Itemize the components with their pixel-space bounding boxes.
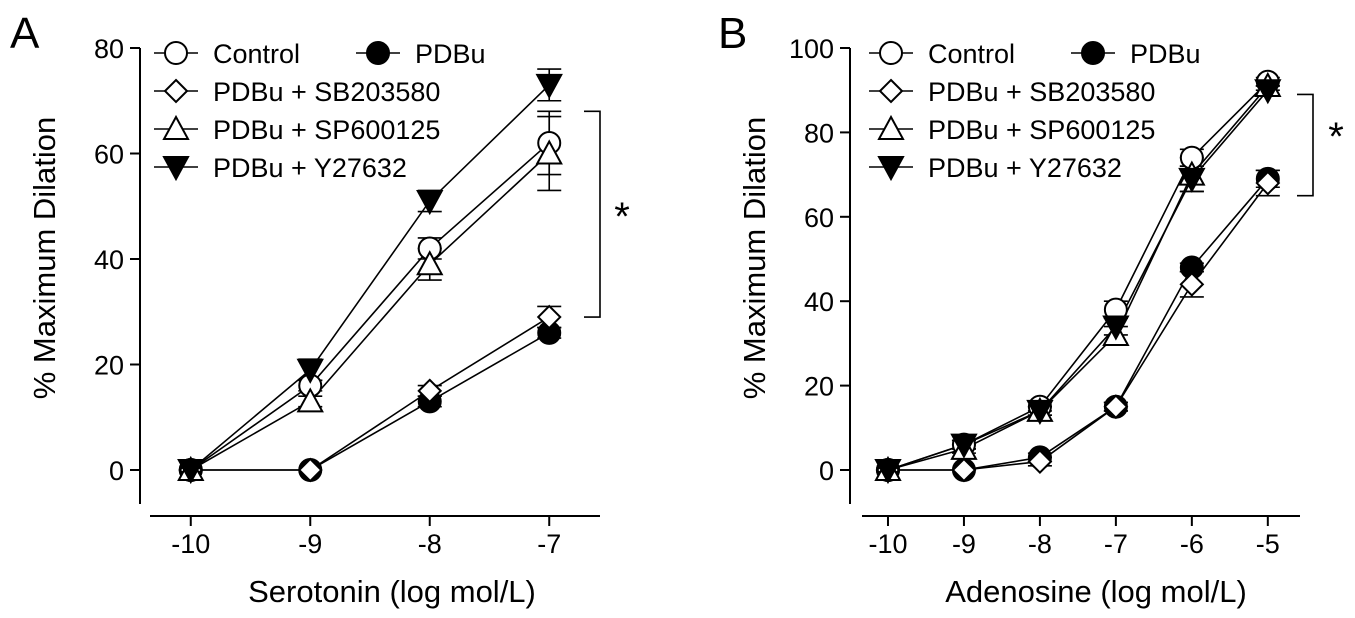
legend-label: Control [213,39,300,69]
x-tick-label: -8 [418,529,442,559]
data-point [1026,399,1054,426]
legend-marker [879,41,903,65]
y-tick-label: 0 [109,456,124,486]
legend-label: PDBu + SB203580 [213,77,440,107]
significance-star: * [614,195,630,239]
series-line [887,178,1269,471]
data-point [535,73,563,100]
legend-marker [877,156,905,182]
data-point [297,457,323,483]
data-point [1103,394,1129,420]
data-point [535,139,563,165]
legend-label: PDBu [415,39,486,69]
legend-marker [877,114,905,140]
legend-marker [162,114,190,140]
series-line [190,84,550,471]
data-point [951,457,977,483]
y-tick-label: 40 [94,245,124,275]
legend-marker [164,41,188,65]
x-tick-label: -7 [537,529,561,559]
y-tick-label: 60 [94,140,124,170]
legend-label: PDBu + Y27632 [213,153,407,183]
legend-label: PDBu [1130,39,1201,69]
x-axis-label: Adenosine (log mol/L) [945,574,1247,609]
x-tick-label: -10 [171,529,210,559]
x-tick-label: -5 [1256,529,1280,559]
significance-bracket [1297,93,1314,197]
data-point [1179,271,1205,297]
significance-bracket [584,110,601,318]
legend-label: PDBu + SB203580 [928,77,1155,107]
panel-letter: B [718,9,747,58]
x-tick-label: -9 [952,529,976,559]
series-line [190,316,550,471]
y-tick-label: 80 [804,118,834,148]
y-tick-label: 100 [789,34,834,64]
data-point [1254,79,1282,105]
legend-marker [878,78,904,104]
y-axis-label: % Maximum Dilation [737,117,772,400]
panel-b: B 0 20 40 60 80 100 -10 -9 -8 -7 -6 -5 Adenosine (log… [718,9,1344,609]
panel-letter: A [10,9,40,58]
y-tick-label: 40 [804,287,834,317]
x-tick-label: -6 [1180,529,1204,559]
y-tick-label: 0 [819,456,834,486]
legend-marker [162,156,190,182]
y-tick-label: 60 [804,203,834,233]
series-line [190,332,550,471]
y-tick-label: 80 [94,34,124,64]
data-point [1178,167,1206,193]
series-line [887,182,1269,471]
significance-star: * [1328,115,1344,159]
data-point [950,433,978,459]
legend-marker [366,41,390,65]
y-tick-label: 20 [94,351,124,381]
legend-label: Control [928,39,1015,69]
legend-marker [163,78,189,104]
data-point [296,387,324,413]
y-axis-label: % Maximum Dilation [27,117,62,400]
data-point [874,459,902,485]
data-point [1255,170,1281,196]
series-line [190,152,550,471]
x-tick-label: -10 [868,529,907,559]
data-point [1102,315,1130,341]
legend-label: PDBu + SP600125 [928,115,1155,145]
legend-marker [1081,41,1105,65]
y-tick-label: 20 [804,372,834,402]
data-point [416,250,444,276]
data-point [296,358,324,384]
legend-label: PDBu + SP600125 [213,115,440,145]
x-axis-label: Serotonin (log mol/L) [248,574,536,609]
series-line [190,142,550,471]
data-point [416,189,444,216]
data-point [417,378,443,404]
x-tick-label: -7 [1104,529,1128,559]
data-point [1027,449,1053,474]
x-tick-label: -8 [1028,529,1052,559]
series-line [887,85,1269,471]
x-tick-label: -9 [298,529,322,559]
data-point [177,459,205,485]
data-point [536,304,562,330]
series-line [887,89,1269,471]
legend-label: PDBu + Y27632 [928,153,1122,183]
